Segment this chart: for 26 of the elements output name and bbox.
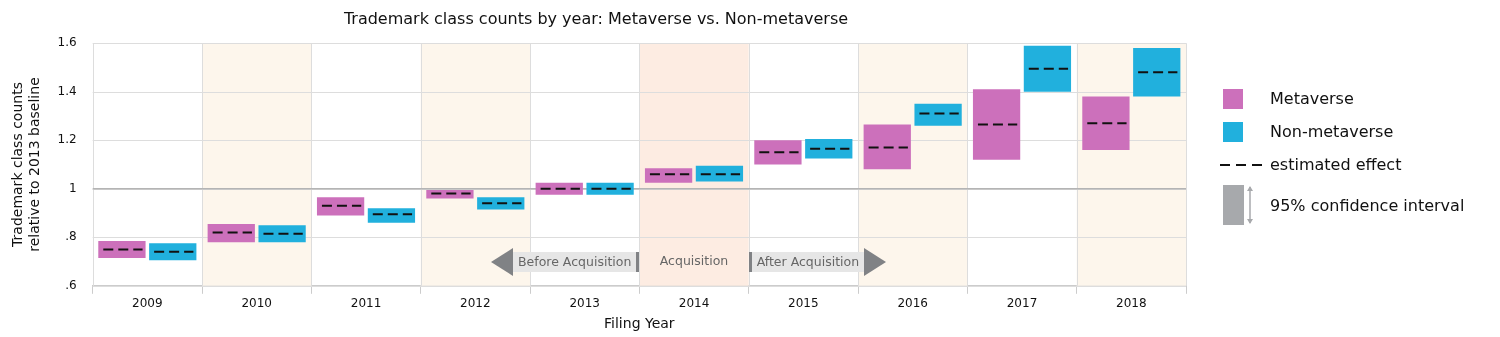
y-tick-label: 1.6 (57, 35, 77, 50)
x-tick-label: 2012 (460, 296, 491, 311)
annotation: Before Acquisition (513, 251, 640, 272)
x-axis-title: Filing Year (604, 315, 675, 332)
y-tick-label: .8 (65, 229, 77, 244)
legend-label: Non-metaverse (1270, 122, 1394, 141)
y-tick-label: 1.2 (57, 132, 77, 147)
x-tick-label: 2011 (350, 296, 382, 311)
x-tick-label: 2010 (241, 296, 272, 311)
x-tick-label: 2009 (132, 296, 163, 311)
y-axis-title: Trademark class counts relative to 2013 baseline (9, 77, 42, 252)
x-tick-label: 2018 (1116, 296, 1147, 311)
band-label: Acquisition (659, 252, 729, 268)
y-tick-label: 1.4 (57, 83, 77, 98)
y-tick-label: .6 (65, 277, 77, 292)
x-tick-label: 2015 (788, 296, 819, 311)
x-tick-label: 2016 (897, 296, 928, 311)
text: estimated effect (1270, 155, 1402, 174)
x-tick-label: 2017 (1006, 296, 1038, 311)
x-tick-label: 2014 (678, 296, 710, 311)
x-tick-label: 2013 (569, 296, 600, 311)
chart-title: Trademark class counts by year: Metaverse vs. Non-metaverse (342, 8, 849, 28)
annotation: After Acquisition (748, 251, 865, 272)
y-tick-label: 1 (69, 180, 77, 195)
legend-label: Metaverse (1270, 89, 1354, 108)
text: 95% confidence interval (1270, 195, 1465, 215)
